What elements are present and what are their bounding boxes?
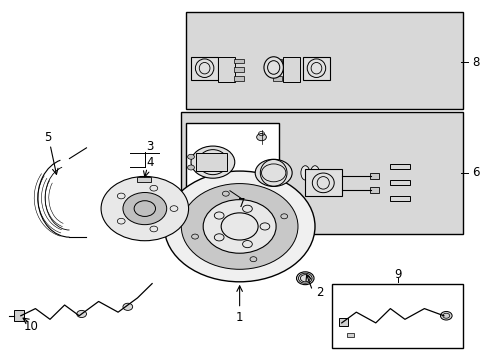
Circle shape bbox=[191, 146, 234, 178]
Bar bbox=[339, 318, 347, 326]
Circle shape bbox=[122, 193, 166, 225]
Bar bbox=[389, 164, 409, 169]
Text: 5: 5 bbox=[44, 131, 51, 144]
FancyBboxPatch shape bbox=[331, 284, 462, 348]
Text: 9: 9 bbox=[393, 268, 401, 281]
Circle shape bbox=[203, 200, 276, 253]
Circle shape bbox=[181, 184, 297, 269]
Bar bbox=[346, 333, 353, 337]
Circle shape bbox=[122, 303, 132, 310]
Circle shape bbox=[101, 176, 188, 241]
Ellipse shape bbox=[264, 57, 283, 78]
Bar bbox=[283, 57, 300, 82]
Bar bbox=[191, 57, 217, 80]
Text: 4: 4 bbox=[145, 156, 153, 168]
Bar bbox=[136, 177, 151, 182]
Bar bbox=[369, 173, 378, 179]
Ellipse shape bbox=[310, 166, 319, 180]
Bar bbox=[196, 153, 227, 171]
Circle shape bbox=[187, 154, 194, 159]
FancyBboxPatch shape bbox=[186, 12, 462, 109]
Bar bbox=[305, 169, 341, 196]
Bar bbox=[217, 57, 234, 82]
Bar bbox=[389, 180, 409, 185]
FancyBboxPatch shape bbox=[181, 112, 462, 234]
Bar bbox=[302, 57, 329, 80]
Bar bbox=[233, 76, 243, 81]
Bar bbox=[233, 67, 243, 72]
Text: 1: 1 bbox=[235, 311, 243, 324]
Bar bbox=[272, 59, 282, 63]
Bar bbox=[14, 310, 24, 321]
FancyBboxPatch shape bbox=[186, 123, 278, 191]
Bar bbox=[233, 59, 243, 63]
Bar bbox=[272, 76, 282, 81]
Bar bbox=[272, 67, 282, 72]
Text: 6: 6 bbox=[471, 166, 478, 179]
Text: 8: 8 bbox=[471, 55, 478, 69]
Circle shape bbox=[440, 311, 451, 320]
Ellipse shape bbox=[300, 166, 309, 180]
Circle shape bbox=[256, 134, 266, 141]
Bar bbox=[369, 187, 378, 193]
Circle shape bbox=[255, 159, 291, 186]
Text: 2: 2 bbox=[315, 286, 323, 299]
Text: 7: 7 bbox=[238, 197, 245, 210]
Circle shape bbox=[187, 165, 194, 170]
Text: 10: 10 bbox=[24, 320, 39, 333]
Text: 3: 3 bbox=[146, 140, 153, 153]
Bar bbox=[389, 196, 409, 202]
Circle shape bbox=[164, 171, 314, 282]
Circle shape bbox=[77, 310, 86, 318]
Circle shape bbox=[296, 272, 313, 285]
